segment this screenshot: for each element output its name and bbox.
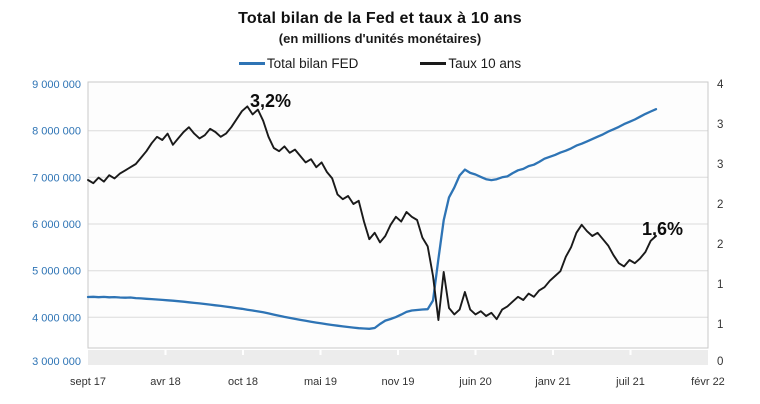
x-axis-tick-mark xyxy=(242,350,244,355)
right-axis-tick-label: 3 xyxy=(717,159,723,171)
chart-title: Total bilan de la Fed et taux à 10 ans xyxy=(238,10,522,27)
x-axis-tick-label: avr 18 xyxy=(150,376,181,388)
x-axis-tick-label: févr 22 xyxy=(691,376,725,388)
series-lines xyxy=(86,105,658,330)
left-axis-labels: 9 000 000 8 000 000 7 000 000 6 000 000 5 00… xyxy=(32,79,81,368)
x-axis-tick-mark xyxy=(552,350,554,355)
x-axis-tick-mark xyxy=(474,350,477,355)
right-axis-tick-label: 4 xyxy=(717,79,724,91)
x-axis-tick-label: mai 19 xyxy=(304,376,337,388)
x-axis-tick-mark xyxy=(319,350,322,355)
legend-label-rate: Taux 10 ans xyxy=(448,56,522,71)
chart-subtitle: (en millions d'unités monétaires) xyxy=(278,31,482,46)
left-axis-tick-label: 8 000 000 xyxy=(32,126,81,138)
fed-balance-line xyxy=(86,108,658,330)
fed-line-swatch xyxy=(238,62,265,65)
plot-background xyxy=(87,81,709,349)
x-axis-tick-mark xyxy=(397,350,399,355)
x-axis-tick-label: sept 17 xyxy=(70,376,106,388)
left-axis-tick-label: 7 000 000 xyxy=(32,172,81,184)
left-axis-tick-label: 6 000 000 xyxy=(32,219,81,231)
x-axis-tick-label: nov 19 xyxy=(381,376,414,388)
right-axis-tick-label: 2 xyxy=(717,239,723,251)
x-axis-tick-mark xyxy=(164,350,167,355)
x-axis-tick-mark xyxy=(629,350,632,355)
left-axis-tick-label: 5 000 000 xyxy=(32,266,81,278)
legend-item-fed: Total bilan FED xyxy=(238,56,359,71)
rate-10y-line xyxy=(87,105,657,321)
right-axis-tick-label: 0 xyxy=(717,356,723,368)
annotation-end-rate: 1,6% xyxy=(642,219,684,239)
legend-label-fed: Total bilan FED xyxy=(266,56,359,71)
right-axis-labels: 4 3 3 2 2 1 1 0 xyxy=(717,79,724,368)
x-axis-tick-label: oct 18 xyxy=(228,376,258,388)
x-axis-tick-label: juil 21 xyxy=(615,376,645,388)
x-axis-tick-marks xyxy=(164,350,632,355)
rate-line-swatch xyxy=(420,62,447,65)
left-axis-tick-label: 3 000 000 xyxy=(32,356,81,368)
left-axis-tick-label: 4 000 000 xyxy=(32,312,81,324)
x-axis-tick-label: juin 20 xyxy=(458,376,491,388)
left-axis-tick-label: 9 000 000 xyxy=(32,79,81,91)
legend-item-rate: Taux 10 ans xyxy=(420,56,521,71)
chart-legend: Total bilan FED Taux 10 ans xyxy=(0,56,760,71)
x-axis-labels: sept 17 avr 18 oct 18 mai 19 nov 19 juin 20 ja… xyxy=(70,376,725,388)
annotation-peak-rate: 3,2% xyxy=(250,91,292,111)
right-axis-tick-label: 2 xyxy=(717,199,723,211)
x-axis-tick-label: janv 21 xyxy=(534,376,570,388)
right-axis-tick-label: 3 xyxy=(717,119,723,131)
right-axis-tick-label: 1 xyxy=(717,279,723,291)
right-axis-tick-label: 1 xyxy=(717,319,723,331)
